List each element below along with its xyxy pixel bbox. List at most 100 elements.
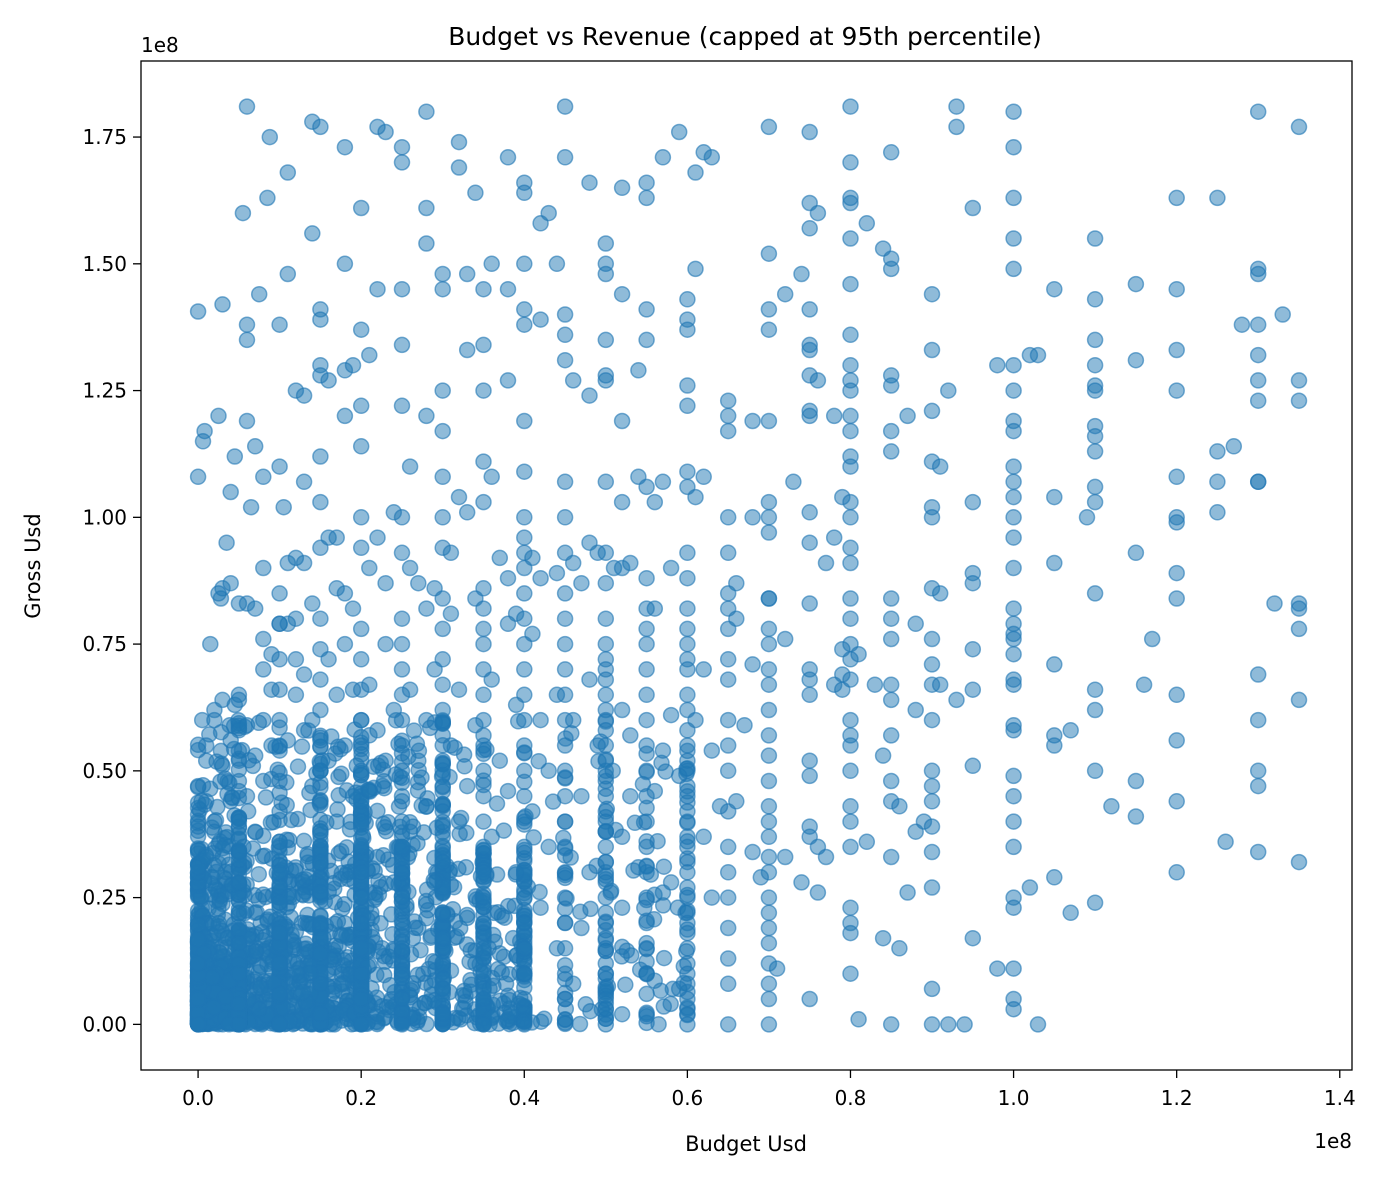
data-point (556, 326, 574, 344)
data-point (516, 990, 533, 1008)
data-point (516, 838, 533, 856)
data-point (719, 407, 737, 425)
data-point (776, 285, 794, 303)
data-point (923, 656, 941, 673)
data-point (385, 701, 403, 719)
data-point (923, 843, 941, 861)
data-point (613, 179, 631, 197)
data-point (1168, 793, 1185, 810)
data-point (923, 793, 941, 810)
data-point (475, 493, 492, 511)
data-point (842, 554, 859, 572)
data-point (312, 975, 329, 993)
data-point (475, 990, 492, 1008)
data-point (891, 798, 908, 815)
data-point (352, 321, 370, 338)
data-point (434, 752, 451, 769)
data-point (516, 661, 533, 678)
data-point (1005, 645, 1022, 663)
data-point (1249, 265, 1267, 283)
data-point (450, 860, 467, 878)
x-tick-label: 0.2 (345, 1086, 377, 1110)
data-point (719, 544, 737, 562)
data-point (613, 493, 631, 511)
data-point (475, 686, 492, 704)
data-point (332, 976, 350, 993)
data-point (312, 671, 329, 688)
y-axis-label: Gross Usd (21, 513, 45, 619)
data-point (655, 858, 673, 875)
data-point (393, 661, 411, 678)
data-point (1086, 762, 1104, 780)
data-point (475, 940, 492, 957)
data-point (760, 524, 778, 541)
data-point (613, 828, 631, 846)
data-point (516, 610, 533, 627)
data-point (882, 590, 900, 607)
data-point (760, 701, 778, 719)
data-point (948, 98, 965, 115)
data-point (377, 752, 394, 769)
data-point (842, 422, 859, 440)
data-point (1005, 722, 1022, 739)
data-point (279, 164, 297, 181)
data-point (1005, 899, 1022, 916)
data-point (1005, 422, 1022, 440)
data-point (760, 864, 778, 881)
data-point (336, 407, 354, 425)
data-point (613, 285, 631, 303)
data-point (271, 803, 288, 820)
data-point (581, 671, 598, 688)
data-point (719, 919, 737, 937)
data-point (882, 772, 900, 790)
data-point (532, 569, 549, 587)
data-point (206, 711, 223, 729)
y-axis-ticks: 0.00 0.25 0.50 0.75 1.00 1.25 1.50 1.75 (82, 125, 141, 1036)
data-point (532, 311, 549, 328)
data-point (304, 225, 321, 242)
data-point (1103, 798, 1120, 815)
data-point (491, 752, 509, 769)
data-point (638, 737, 655, 754)
data-point (923, 777, 941, 795)
data-point (418, 199, 435, 217)
data-point (1086, 382, 1104, 399)
data-point (393, 509, 411, 526)
data-point (882, 691, 900, 709)
data-point (189, 916, 207, 933)
y-tick-label: 1.75 (82, 125, 127, 149)
data-point (638, 635, 655, 653)
data-point (1005, 103, 1022, 120)
data-point (687, 260, 704, 278)
data-point (450, 681, 468, 698)
data-point (679, 569, 696, 587)
data-point (336, 585, 354, 602)
data-point (842, 762, 859, 780)
data-point (271, 458, 288, 475)
data-point (650, 1016, 667, 1033)
data-point (530, 752, 547, 770)
data-point (238, 331, 256, 349)
data-point (989, 356, 1006, 374)
data-point (801, 534, 818, 551)
x-tick-label: 1.0 (998, 1086, 1030, 1110)
data-point (238, 98, 256, 115)
data-point (336, 737, 354, 754)
data-point (1290, 853, 1308, 871)
data-point (516, 184, 533, 202)
data-point (1168, 514, 1185, 531)
data-point (638, 569, 655, 587)
data-point (250, 285, 268, 303)
data-point (475, 280, 492, 298)
data-point (475, 864, 492, 881)
data-point (1249, 473, 1267, 491)
data-point (638, 174, 655, 191)
data-point (369, 848, 386, 866)
data-point (401, 823, 419, 840)
data-point (475, 1016, 492, 1033)
data-point (409, 782, 427, 799)
data-point (597, 965, 615, 982)
data-point (499, 1011, 517, 1028)
data-point (271, 651, 288, 668)
data-point (1062, 722, 1079, 739)
